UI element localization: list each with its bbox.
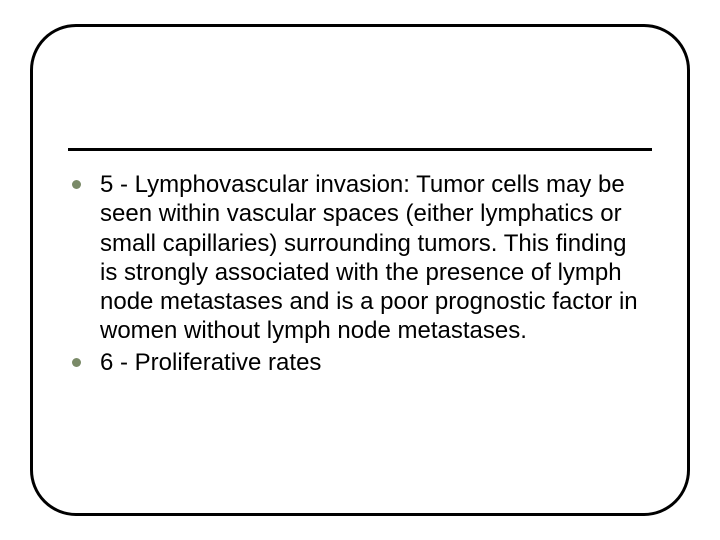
bullet-list: 5 - Lymphovascular invasion: Tumor cells…	[72, 170, 648, 377]
slide-container: 5 - Lymphovascular invasion: Tumor cells…	[0, 0, 720, 540]
bullet-text: 6 - Proliferative rates	[100, 349, 321, 376]
list-item: 6 - Proliferative rates	[72, 348, 648, 377]
title-divider	[68, 148, 652, 151]
bullet-icon	[72, 358, 81, 367]
content-area: 5 - Lymphovascular invasion: Tumor cells…	[72, 170, 648, 379]
bullet-text: 5 - Lymphovascular invasion: Tumor cells…	[100, 171, 638, 344]
list-item: 5 - Lymphovascular invasion: Tumor cells…	[72, 170, 648, 346]
bullet-icon	[72, 180, 81, 189]
